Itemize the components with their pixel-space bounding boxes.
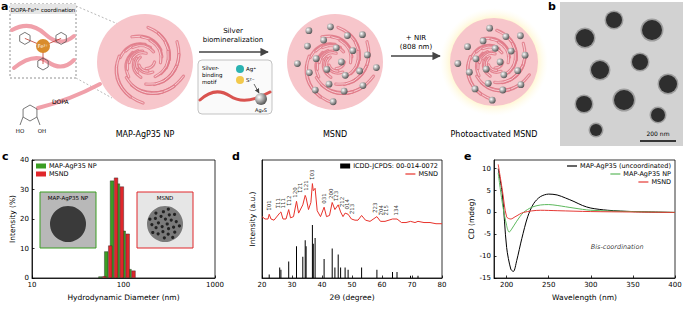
svg-text:MAP-AgP35 NP: MAP-AgP35 NP [49,162,97,170]
svg-text:MSND: MSND [418,170,438,178]
svg-text:Intensity (a.u.): Intensity (a.u.) [248,191,257,246]
svg-text:Silver-: Silver- [202,65,219,71]
svg-text:200: 200 [500,281,513,289]
svg-text:Ag⁺: Ag⁺ [246,66,256,73]
svg-text:10: 10 [20,245,29,253]
svg-text:1000: 1000 [206,281,224,289]
svg-text:30: 30 [288,281,297,289]
svg-text:2Θ (degree): 2Θ (degree) [329,293,374,302]
svg-text:(808 nm): (808 nm) [400,43,433,51]
svg-text:80: 80 [438,281,447,289]
svg-text:5: 5 [487,187,491,195]
svg-text:400: 400 [668,281,681,289]
svg-text:20: 20 [20,215,29,223]
svg-text:MAP-AgP35 (uncoordinated): MAP-AgP35 (uncoordinated) [580,162,671,170]
svg-text:-15: -15 [480,274,491,282]
svg-text:40: 40 [20,156,29,164]
svg-text:e: e [464,150,471,163]
svg-text:-10: -10 [480,252,491,260]
svg-text:OH: OH [38,128,46,134]
svg-text:2̅23: 2̅23 [372,202,379,214]
svg-text:10: 10 [28,281,37,289]
svg-text:1̅11: 1̅11 [274,197,281,209]
svg-text:1̅23: 1̅23 [333,190,340,202]
svg-text:Silver: Silver [223,27,243,35]
svg-text:ICDD-JCPDS: 00-014-0072: ICDD-JCPDS: 00-014-0072 [353,162,438,170]
svg-text:30: 30 [20,186,29,194]
svg-text:200 nm: 200 nm [646,130,669,137]
svg-text:c: c [2,150,9,163]
svg-text:111: 111 [280,197,286,209]
svg-text:0: 0 [24,274,29,282]
svg-text:Ag₂S: Ag₂S [255,107,267,114]
svg-text:DOPA-Fe³⁺ coordination: DOPA-Fe³⁺ coordination [11,7,76,13]
svg-text:1̅01: 1̅01 [266,200,272,211]
svg-text:MSND: MSND [651,178,671,186]
svg-text:031: 031 [321,193,327,204]
svg-text:Fe³⁺: Fe³⁺ [38,43,49,49]
svg-text:b: b [548,0,556,13]
svg-text:300: 300 [584,281,597,289]
svg-text:MSND: MSND [49,170,69,178]
svg-text:+ NIR: + NIR [406,34,426,42]
svg-text:HO: HO [16,128,25,134]
svg-text:250: 250 [542,281,555,289]
svg-text:014: 014 [343,199,350,210]
svg-text:1̅12: 1̅12 [285,195,292,206]
svg-text:350: 350 [626,281,639,289]
svg-text:200: 200 [328,188,334,199]
svg-text:2̅15: 2̅15 [383,204,389,215]
svg-text:1̅21: 1̅21 [297,182,304,193]
svg-text:Wavelength (nm): Wavelength (nm) [552,293,617,302]
svg-text:MSND: MSND [157,195,174,201]
svg-text:MSND: MSND [323,130,347,139]
svg-text:70: 70 [408,281,417,289]
svg-text:CD (mdeg): CD (mdeg) [467,199,476,240]
svg-text:-5: -5 [484,230,491,238]
svg-text:motif: motif [202,79,217,85]
svg-text:121: 121 [303,180,309,191]
svg-text:2̅13: 2̅13 [349,203,355,214]
svg-text:Intensity (%): Intensity (%) [8,195,17,243]
svg-text:S²⁻: S²⁻ [246,77,255,83]
svg-text:DOPA: DOPA [52,98,70,105]
svg-text:biomineralization: biomineralization [203,36,264,44]
svg-text:MAP-AgP35 NP: MAP-AgP35 NP [623,170,671,178]
svg-text:MAP-AgP35 NP: MAP-AgP35 NP [48,195,89,202]
svg-text:50: 50 [348,281,357,289]
svg-text:2̅12: 2̅12 [338,196,345,208]
svg-text:1̅03: 1̅03 [309,169,315,180]
svg-text:120: 120 [291,187,298,198]
svg-text:d: d [232,150,240,163]
svg-text:Photoactivated MSND: Photoactivated MSND [451,130,538,139]
svg-text:20: 20 [258,281,267,289]
svg-text:2̅04: 2̅04 [377,205,384,216]
svg-text:a: a [1,0,8,13]
svg-text:Bis-coordination: Bis-coordination [591,243,644,251]
svg-text:Hydrodynamic Diameter (nm): Hydrodynamic Diameter (nm) [67,293,179,302]
svg-text:binding: binding [202,72,223,79]
svg-text:MAP-AgP35 NP: MAP-AgP35 NP [116,130,175,139]
svg-text:134: 134 [393,204,399,215]
svg-text:100: 100 [117,281,130,289]
svg-text:10: 10 [482,165,491,173]
svg-text:60: 60 [378,281,387,289]
svg-text:40: 40 [318,281,327,289]
svg-text:0: 0 [487,208,491,216]
